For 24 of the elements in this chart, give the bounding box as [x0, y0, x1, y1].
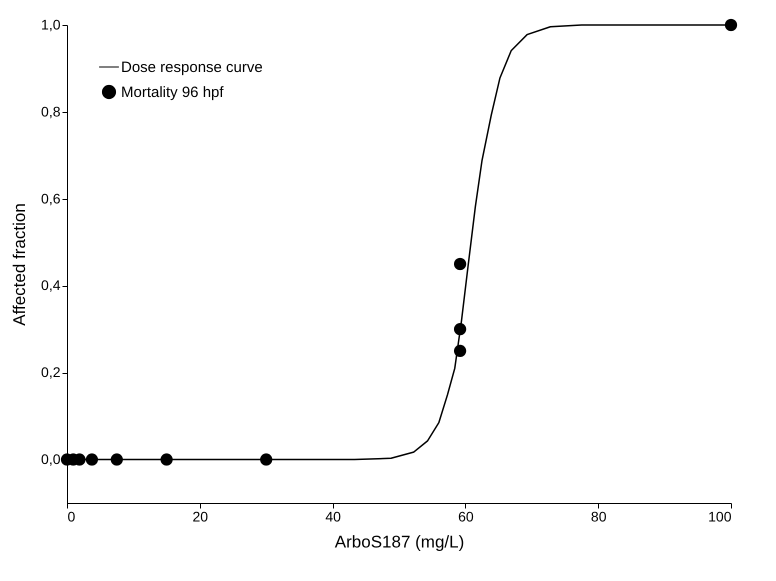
- point: [454, 258, 466, 270]
- point: [110, 453, 123, 466]
- x-tick-label: 40: [325, 508, 342, 524]
- point: [454, 344, 466, 358]
- point: [454, 323, 466, 336]
- y-tick-label: 0,6: [41, 190, 61, 206]
- y-tick-label: 0,2: [41, 364, 61, 380]
- x-axis-title: ArboS187 (mg/L): [334, 532, 464, 552]
- x-tick-label: 100: [708, 508, 732, 524]
- legend-label: Dose response curve: [121, 59, 263, 76]
- y-tick-label: 0,4: [41, 277, 61, 294]
- y-axis-title: Affected fraction: [10, 203, 30, 326]
- y-tick-label: 0,0: [41, 451, 61, 468]
- y-tick-label: 0,8: [41, 103, 61, 120]
- point: [160, 453, 173, 466]
- point: [260, 453, 272, 466]
- point: [86, 453, 98, 466]
- y-tick-label: 1,0: [41, 16, 61, 32]
- x-tick-label: 20: [192, 508, 208, 524]
- legend-label: Mortality 96 hpf: [121, 84, 224, 101]
- x-tick-label: 60: [458, 508, 474, 524]
- x-tick-label: 0: [68, 508, 76, 524]
- x-tick-label: 80: [590, 508, 607, 524]
- point: [724, 18, 738, 32]
